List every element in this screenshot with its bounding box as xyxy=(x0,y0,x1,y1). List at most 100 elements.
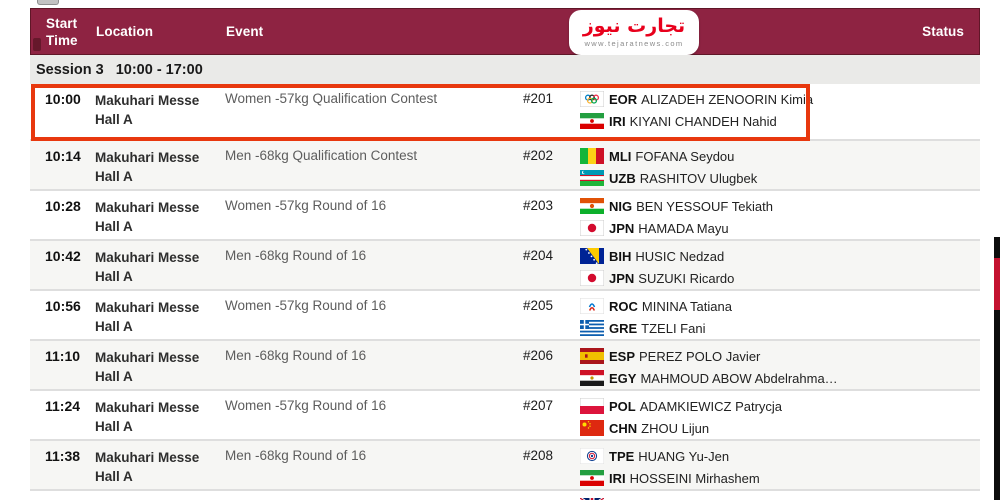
table-row[interactable]: 10:14 Makuhari Messe Hall A Men -68kg Qu… xyxy=(30,139,980,189)
location: Makuhari Messe Hall A xyxy=(95,400,200,434)
location: Makuhari Messe Hall A xyxy=(95,350,200,384)
athlete-noc: ESP xyxy=(609,348,636,364)
session-label: Session 3 xyxy=(36,61,104,78)
start-time: 11:38 xyxy=(45,448,81,464)
athlete-name: MAHMOUD ABOW Abdelrahma… xyxy=(640,370,838,386)
match-number: #201 xyxy=(523,91,554,106)
scrollbar[interactable] xyxy=(994,237,1000,500)
athletes-list: EOR ALIZADEH ZENOORIN Kimia IRI KIYANI C… xyxy=(580,88,813,132)
athlete-entry: UZB RASHITOV Ulugbek xyxy=(580,167,757,189)
table-row[interactable]: 11:24 Makuhari Messe Hall A Women -57kg … xyxy=(30,389,980,439)
athletes-list: MLI FOFANA Seydou UZB RASHITOV Ulugbek xyxy=(580,145,757,189)
athlete-entry: JPN HAMADA Mayu xyxy=(580,217,773,239)
column-header-location: Location xyxy=(96,24,154,39)
athlete-name: FOFANA Seydou xyxy=(635,148,735,164)
nig-flag-icon xyxy=(580,198,604,214)
event-name: Men -68kg Round of 16 xyxy=(225,448,367,463)
athlete-entry: ESP PEREZ POLO Javier xyxy=(580,345,838,367)
athlete-entry: EGY MAHMOUD ABOW Abdelrahma… xyxy=(580,367,838,389)
session-header: Session 3 10:00 - 17:00 xyxy=(30,55,980,84)
match-number: #204 xyxy=(523,248,554,263)
start-time: 11:10 xyxy=(45,348,81,364)
column-header-start-time: Start Time xyxy=(46,16,78,48)
athlete-name: HUANG Yu-Jen xyxy=(638,448,730,464)
table-row[interactable]: 10:42 Makuhari Messe Hall A Men -68kg Ro… xyxy=(30,239,980,289)
athletes-list: TPE HUANG Yu-Jen IRI HOSSEINI Mirhashem xyxy=(580,445,760,489)
table-row[interactable]: 10:28 Makuhari Messe Hall A Women -57kg … xyxy=(30,189,980,239)
event-name: Men -68kg Round of 16 xyxy=(225,248,367,263)
athlete-name: PEREZ POLO Javier xyxy=(639,348,761,364)
gbr-flag-icon xyxy=(580,498,604,500)
location: Makuhari Messe Hall A xyxy=(95,93,200,127)
athlete-entry: GBR JONES Jade xyxy=(580,495,717,500)
athlete-entry: ROC MININA Tatiana xyxy=(580,295,732,317)
athlete-entry: EOR ALIZADEH ZENOORIN Kimia xyxy=(580,88,813,110)
session-time-range: 10:00 - 17:00 xyxy=(115,61,203,78)
athlete-noc: TPE xyxy=(609,448,635,464)
athlete-name: SUZUKI Ricardo xyxy=(638,270,735,286)
athlete-name: TZELI Fani xyxy=(641,320,706,336)
esp-flag-icon xyxy=(580,348,604,364)
athlete-name: HOSSEINI Mirhashem xyxy=(629,470,760,486)
athlete-name: BEN YESSOUF Tekiath xyxy=(636,198,773,214)
mli-flag-icon xyxy=(580,148,604,164)
site-logo[interactable]: تجارت نیوز www.tejaratnews.com xyxy=(569,10,699,55)
table-row[interactable]: 11:38 Makuhari Messe Hall A Men -68kg Ro… xyxy=(30,439,980,489)
athlete-entry: BIH HUSIC Nedzad xyxy=(580,245,734,267)
scrollbar-thumb[interactable] xyxy=(994,258,1000,310)
athlete-name: ALIZADEH ZENOORIN Kimia xyxy=(641,91,814,107)
athlete-entry: GRE TZELI Fani xyxy=(580,317,732,339)
athlete-noc: IRI xyxy=(609,113,626,129)
event-name: Women -57kg Round of 16 xyxy=(225,198,387,213)
schedule-table: 10:00 Makuhari Messe Hall A Women -57kg … xyxy=(30,84,980,500)
table-row[interactable]: 10:00 Makuhari Messe Hall A Women -57kg … xyxy=(30,84,980,139)
table-row[interactable]: 10:56 Makuhari Messe Hall A Women -57kg … xyxy=(30,289,980,339)
event-name: Women -57kg Round of 16 xyxy=(225,498,515,500)
match-number: #203 xyxy=(523,198,554,213)
bih-flag-icon xyxy=(580,248,604,264)
logo-title: تجارت نیوز xyxy=(582,15,686,37)
athlete-name: RASHITOV Ulugbek xyxy=(639,170,758,186)
start-time: 10:56 xyxy=(45,298,81,314)
uzb-flag-icon xyxy=(580,170,604,186)
start-time: 11:52 xyxy=(45,498,80,500)
pol-flag-icon xyxy=(580,398,604,414)
tpe-flag-icon xyxy=(580,448,604,464)
athlete-name: HUSIC Nedzad xyxy=(635,248,725,264)
jpn-flag-icon xyxy=(580,270,604,286)
event-name: Men -68kg Round of 16 xyxy=(225,348,367,363)
athlete-noc: GRE xyxy=(609,320,638,336)
athlete-noc: CHN xyxy=(609,420,638,436)
athletes-list: ROC MININA Tatiana GRE TZELI Fani xyxy=(580,295,732,339)
browser-ui-fragment xyxy=(37,0,59,5)
chn-flag-icon xyxy=(580,420,604,436)
athlete-entry: JPN SUZUKI Ricardo xyxy=(580,267,734,289)
event-name: Women -57kg Round of 16 xyxy=(225,398,387,413)
gre-flag-icon xyxy=(580,320,604,336)
start-time: 10:28 xyxy=(45,198,81,214)
athlete-noc: IRI xyxy=(609,470,626,486)
athletes-list: BIH HUSIC Nedzad JPN SUZUKI Ricardo xyxy=(580,245,734,289)
table-row[interactable]: 11:10 Makuhari Messe Hall A Men -68kg Ro… xyxy=(30,339,980,389)
logo-url: www.tejaratnews.com xyxy=(584,39,684,48)
header-ornament-icon xyxy=(33,38,41,51)
roc-flag-icon xyxy=(580,298,604,314)
athlete-name: HAMADA Mayu xyxy=(638,220,729,236)
table-row[interactable]: 11:52 Makuhari Messe Hall A Women -57kg … xyxy=(30,489,980,500)
location: Makuhari Messe Hall A xyxy=(95,300,200,334)
athlete-name: ADAMKIEWICZ Patrycja xyxy=(639,398,783,414)
start-time: 10:14 xyxy=(45,148,81,164)
eor-flag-icon xyxy=(580,91,604,107)
athlete-entry: POL ADAMKIEWICZ Patrycja xyxy=(580,395,782,417)
event-name: Women -57kg Round of 16 xyxy=(225,298,387,313)
match-number: #205 xyxy=(523,298,554,313)
athlete-name: ZHOU Lijun xyxy=(641,420,710,436)
athlete-noc: EOR xyxy=(609,91,638,107)
athlete-noc: GBR xyxy=(609,499,638,500)
iri-flag-icon xyxy=(580,113,604,129)
match-number: #208 xyxy=(523,448,554,463)
athlete-entry: IRI KIYANI CHANDEH Nahid xyxy=(580,110,813,132)
athlete-entry: IRI HOSSEINI Mirhashem xyxy=(580,467,760,489)
event-name: Men -68kg Qualification Contest xyxy=(225,148,418,163)
athlete-noc: JPN xyxy=(609,270,635,286)
